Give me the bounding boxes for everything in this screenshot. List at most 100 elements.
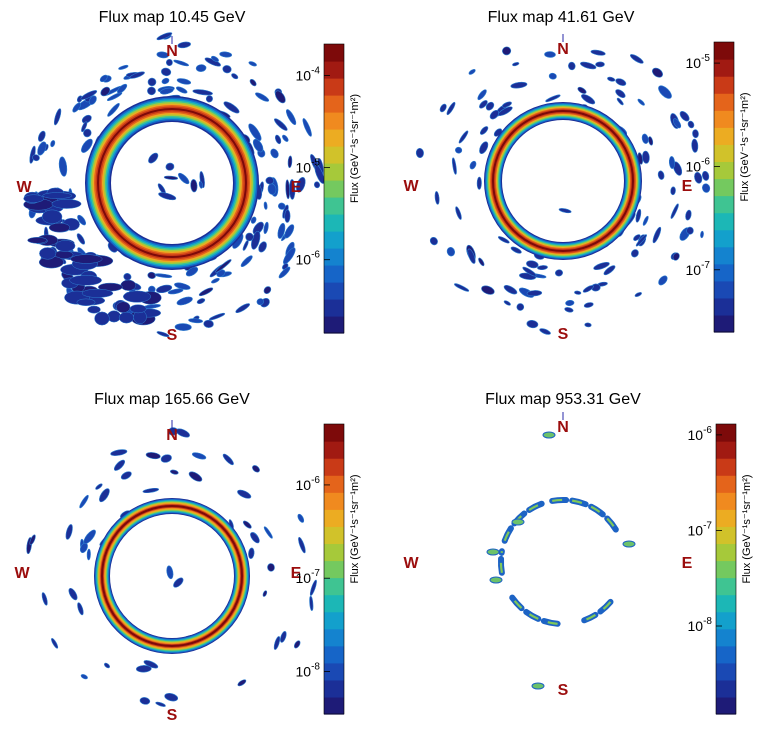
compass-s-label: S — [167, 707, 178, 724]
flux-patch — [486, 548, 500, 556]
flux-patch — [455, 146, 463, 154]
colorbar-segment — [324, 424, 344, 442]
flux-patch — [223, 101, 240, 114]
flux-patch — [242, 520, 252, 529]
flux-patch — [69, 275, 102, 286]
flux-patches — [415, 46, 711, 335]
colorbar-label: Flux (GeV⁻¹s⁻¹sr⁻¹m²) — [349, 474, 361, 583]
ring-fragment-core — [552, 498, 618, 532]
flux-patch — [32, 154, 40, 162]
ring-layer — [492, 110, 634, 252]
flux-patch — [161, 67, 172, 77]
flux-patch — [41, 592, 48, 606]
flux-patch — [80, 674, 88, 680]
flux-patch — [309, 595, 314, 611]
flux-patch — [148, 152, 159, 164]
colorbar-segment — [716, 458, 736, 476]
colorbar-tick-label: 10-8 — [688, 616, 713, 634]
flux-patch — [240, 255, 253, 267]
flux-patch — [50, 140, 56, 148]
colorbar-segment — [324, 78, 344, 96]
chart-title: Flux map 41.61 GeV — [488, 9, 635, 26]
colorbar-segment — [714, 59, 734, 77]
flux-patch — [161, 77, 170, 85]
colorbar-segment — [716, 679, 736, 698]
compass-e-label: E — [291, 179, 302, 196]
flux-patch — [565, 299, 575, 307]
flux-patch — [94, 311, 110, 326]
flux-patch — [293, 640, 301, 649]
flux-patch — [178, 172, 190, 185]
flux-patch — [173, 59, 190, 67]
compass-n-label: N — [557, 419, 569, 436]
flux-patch — [77, 602, 84, 616]
colorbar-segment — [324, 231, 344, 249]
flux-patch — [544, 51, 556, 58]
flux-map-svg: Flux map 10.45 GeV N S W E 10-4 10-5 10-6 Flux (… — [16, 9, 361, 344]
flux-patch — [531, 682, 545, 690]
flux-patch — [123, 273, 132, 281]
compass-n-label: N — [557, 41, 569, 58]
flux-patch — [309, 579, 317, 596]
flux-patch — [296, 177, 306, 193]
flux-patch — [215, 259, 232, 273]
flux-patch — [188, 471, 203, 482]
colorbar-segment — [324, 696, 344, 715]
flux-patch — [702, 170, 710, 181]
flux-patch — [542, 431, 556, 439]
flux-patch — [100, 86, 111, 97]
chart-title: Flux map 953.31 GeV — [485, 391, 641, 408]
flux-patch — [274, 90, 286, 104]
flux-patch — [81, 121, 88, 133]
flux-patch — [219, 51, 233, 58]
flux-patch — [468, 69, 476, 75]
flux-patch — [81, 138, 93, 153]
flux-patch — [274, 134, 282, 145]
flux-patch — [481, 285, 495, 295]
flux-patch — [176, 78, 192, 85]
flux-patch — [446, 101, 456, 116]
flux-patch — [501, 101, 512, 108]
colorbar-segment — [324, 543, 344, 562]
colorbar-segment — [324, 662, 344, 681]
flux-patch — [65, 524, 73, 540]
flux-patch — [235, 303, 250, 313]
flux-patch — [55, 240, 76, 252]
compass-w-label: W — [403, 555, 419, 572]
flux-patch — [159, 87, 174, 95]
flux-patch — [70, 254, 103, 264]
flux-patch — [672, 252, 680, 261]
flux-map-svg: Flux map 953.31 GeV N S W E 10-6 10-7 10-8 Flux … — [403, 391, 753, 715]
flux-patch — [249, 78, 257, 87]
colorbar-segment — [324, 611, 344, 630]
flux-patch — [237, 679, 247, 687]
flux-patch — [222, 65, 232, 74]
colorbar-segment — [324, 645, 344, 664]
flux-ring — [484, 102, 642, 260]
compass-w-label: W — [16, 179, 32, 196]
flux-patch — [679, 111, 690, 122]
flux-patch — [516, 303, 525, 311]
flux-patch — [686, 226, 694, 235]
flux-patch — [263, 201, 268, 210]
flux-patch — [277, 222, 286, 239]
flux-patch — [147, 271, 156, 279]
flux-patch — [633, 234, 641, 241]
flux-patch — [245, 232, 254, 242]
ring-layer — [97, 108, 247, 258]
flux-patch — [156, 331, 170, 338]
flux-patch — [176, 296, 193, 306]
flux-patch — [658, 275, 668, 286]
flux-patch — [537, 265, 548, 271]
flux-patch — [120, 279, 137, 291]
ring-fragment-core — [499, 551, 503, 573]
flux-patch — [503, 285, 518, 295]
colorbar: 10-6 10-7 10-8 — [688, 423, 737, 715]
flux-patch — [510, 246, 522, 254]
flux-patch — [248, 123, 262, 141]
colorbar-segment — [714, 178, 734, 197]
flux-patch — [156, 32, 173, 41]
flux-patch — [439, 103, 447, 113]
flux-patch — [526, 320, 539, 329]
flux-patch — [558, 208, 572, 214]
